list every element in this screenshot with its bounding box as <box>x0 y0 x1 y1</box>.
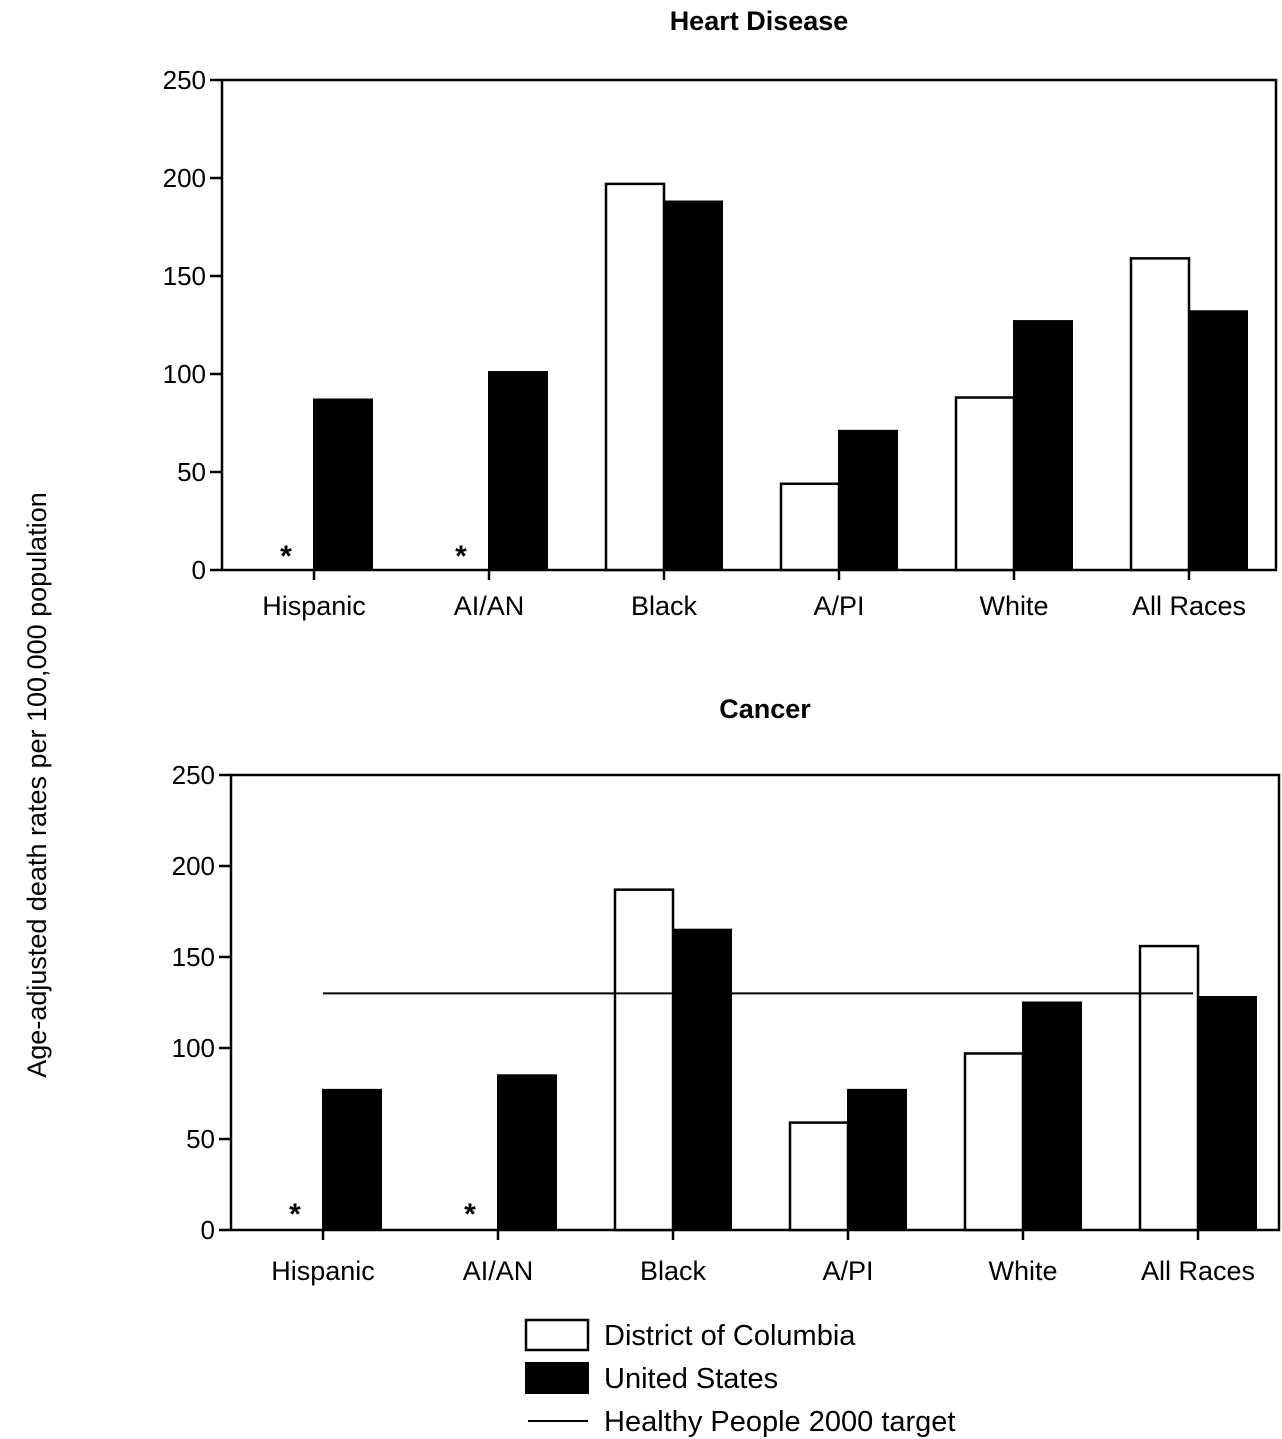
bar-us-hispanic <box>322 1088 382 1231</box>
x-tick-label-hispanic: Hispanic <box>262 591 366 621</box>
bar-us-white <box>1013 320 1073 571</box>
legend-label-us: United States <box>604 1363 778 1395</box>
chart-title: Heart Disease <box>670 6 849 36</box>
missing-marker: * <box>289 1198 301 1231</box>
y-tick-label: 0 <box>201 1215 215 1245</box>
x-tick-label-hispanic: Hispanic <box>271 1256 375 1286</box>
x-tick-label-white: White <box>979 591 1048 621</box>
x-tick-label-a-pi: A/PI <box>822 1256 873 1286</box>
y-tick-label: 200 <box>163 163 206 193</box>
bar-us-ai-an <box>497 1074 557 1232</box>
y-axis-label: Age-adjusted death rates per 100,000 pop… <box>22 492 52 1077</box>
y-tick-label: 50 <box>186 1124 215 1154</box>
x-tick-label-a-pi: A/PI <box>813 591 864 621</box>
legend: District of Columbia United States Healthy… <box>524 1318 955 1438</box>
bar-us-ai-an <box>488 371 548 572</box>
y-tick-label: 100 <box>172 1033 215 1063</box>
bar-dc-a-pi <box>788 1121 850 1232</box>
bar-us-white <box>1022 1001 1082 1231</box>
bar-dc-all-races <box>1138 944 1200 1232</box>
x-tick-label-black: Black <box>631 591 698 621</box>
missing-marker: * <box>464 1198 476 1231</box>
legend-swatch-dc <box>524 1318 590 1352</box>
bar-dc-white <box>954 396 1016 572</box>
y-tick-label: 200 <box>172 851 215 881</box>
x-tick-label-ai-an: AI/AN <box>463 1256 534 1286</box>
missing-marker: * <box>280 540 292 573</box>
bar-us-black <box>672 928 732 1231</box>
plot-frame <box>229 773 1281 1232</box>
bar-dc-black <box>604 182 666 572</box>
bar-us-all-races <box>1188 310 1248 571</box>
bar-dc-black <box>613 888 675 1232</box>
y-tick-label: 50 <box>177 457 206 487</box>
bar-us-all-races <box>1197 996 1257 1231</box>
y-tick-label: 150 <box>163 261 206 291</box>
bar-us-black <box>663 200 723 572</box>
legend-swatch-us <box>525 1362 589 1394</box>
x-tick-label-all-races: All Races <box>1132 591 1246 621</box>
x-tick-label-white: White <box>988 1256 1057 1286</box>
bar-us-a-pi <box>838 429 898 571</box>
x-tick-label-ai-an: AI/AN <box>454 591 525 621</box>
chart-title: Cancer <box>719 694 811 724</box>
bar-dc-all-races <box>1129 257 1191 572</box>
y-tick-label: 250 <box>163 65 206 95</box>
chart-heart-disease: Heart Disease 0 50 100 150 200 250 Hispanic AI/A… <box>163 6 1278 621</box>
y-tick-label: 250 <box>172 760 215 790</box>
bar-us-a-pi <box>847 1088 907 1231</box>
plot-frame <box>220 78 1278 572</box>
x-tick-label-black: Black <box>640 1256 707 1286</box>
legend-label-target: Healthy People 2000 target <box>604 1406 955 1438</box>
chart-cancer: Cancer 0 50 100 150 200 250 Hispanic AI/AN Black A… <box>172 694 1281 1286</box>
y-tick-label: 100 <box>163 359 206 389</box>
bar-dc-white <box>963 1052 1025 1232</box>
missing-marker: * <box>455 540 467 573</box>
x-tick-label-all-races: All Races <box>1141 1256 1255 1286</box>
bar-us-hispanic <box>313 398 373 572</box>
bar-dc-a-pi <box>779 482 841 572</box>
y-tick-label: 0 <box>192 555 206 585</box>
legend-label-dc: District of Columbia <box>604 1320 856 1352</box>
y-tick-label: 150 <box>172 942 215 972</box>
